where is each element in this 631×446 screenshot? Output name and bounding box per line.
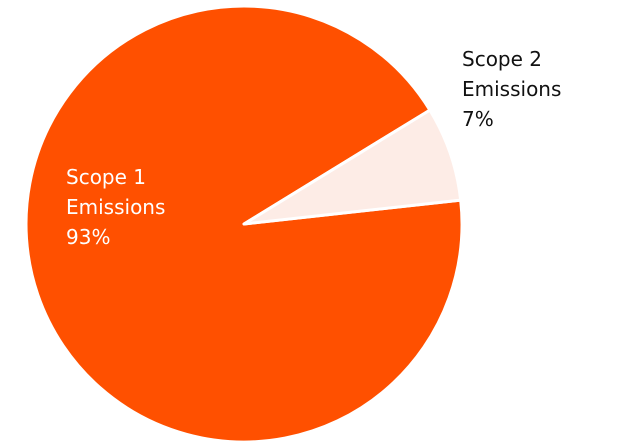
slice-value-label: 7%	[462, 107, 494, 131]
pie-labels: Scope 1 Emissions 93% Scope 2 Emissions 7%	[66, 47, 561, 249]
slice-label-2: Scope 2 Emissions 7%	[462, 47, 561, 131]
slice-label-line: Emissions	[462, 77, 561, 101]
slice-label-1: Scope 1 Emissions 93%	[66, 165, 165, 249]
slice-label-line: Scope 1	[66, 165, 146, 189]
slice-label-line: Emissions	[66, 195, 165, 219]
slice-label-line: Scope 2	[462, 47, 542, 71]
pie-slice-2	[242, 108, 463, 226]
pie-slices	[24, 4, 464, 444]
slice-value-label: 93%	[66, 225, 110, 249]
